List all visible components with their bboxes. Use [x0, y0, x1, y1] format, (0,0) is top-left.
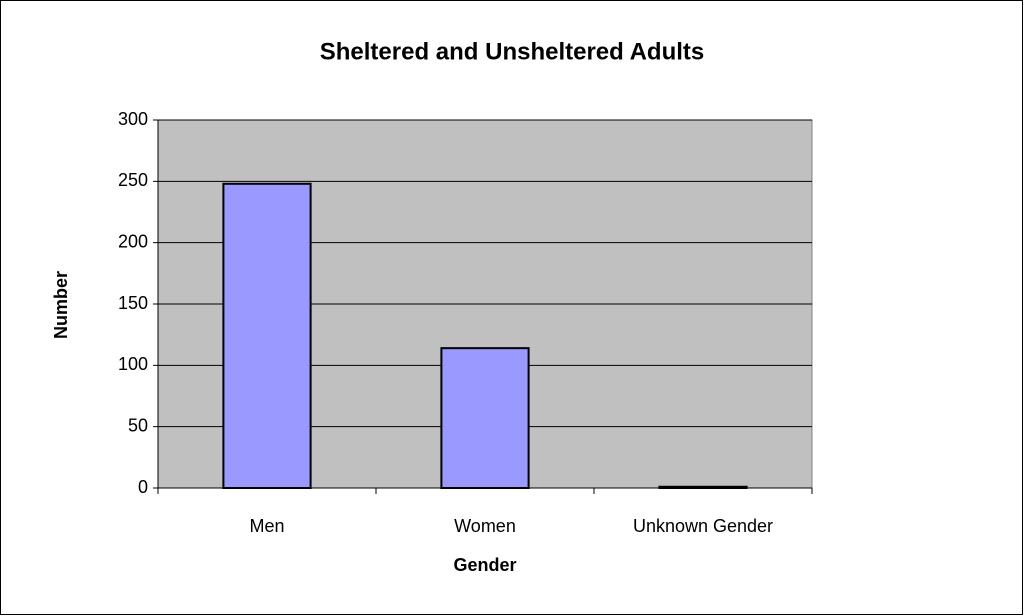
y-tick-label: 150 [118, 293, 148, 313]
x-axis-label: Gender [453, 555, 516, 575]
y-tick-label: 100 [118, 354, 148, 374]
bar [440, 347, 530, 489]
x-tick-label: Women [454, 516, 516, 536]
y-axis-label: Number [51, 271, 71, 339]
x-tick-label: Men [249, 516, 284, 536]
y-tick-label: 250 [118, 170, 148, 190]
bar [222, 182, 312, 490]
y-tick-label: 200 [118, 231, 148, 251]
y-tick-label: 50 [128, 415, 148, 435]
chart-title: Sheltered and Unsheltered Adults [320, 38, 705, 65]
y-tick-label: 0 [138, 477, 148, 497]
y-tick-label: 300 [118, 109, 148, 129]
bar [658, 485, 748, 490]
x-tick-label: Unknown Gender [633, 516, 773, 536]
